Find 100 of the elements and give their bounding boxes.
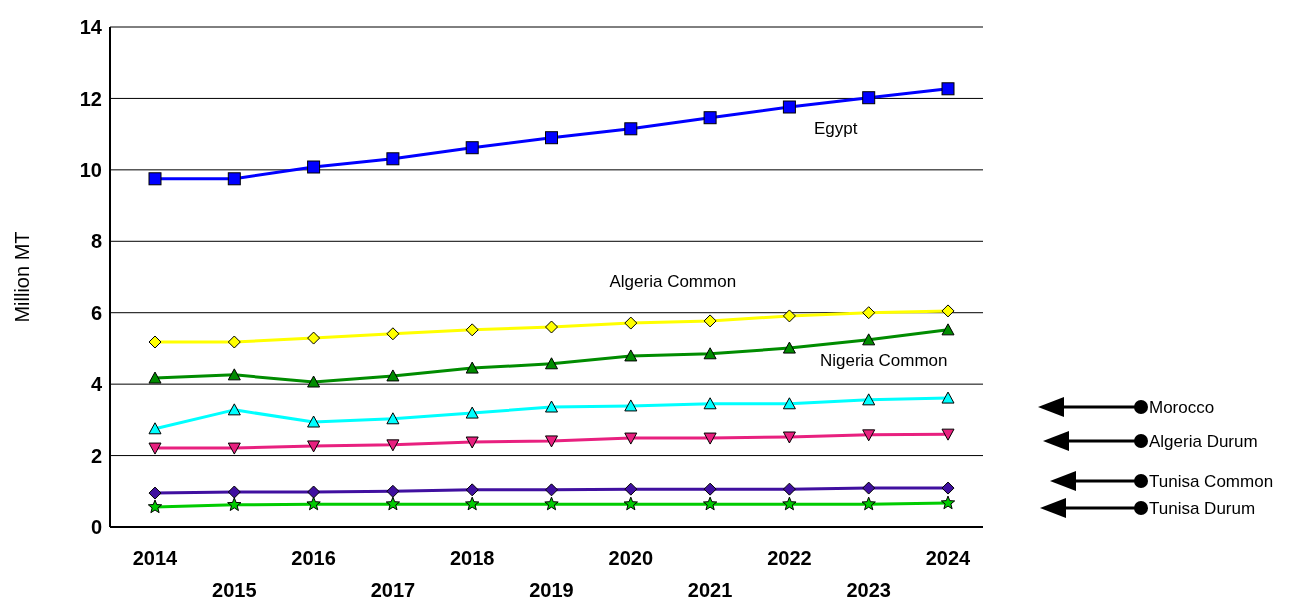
point [465, 406, 479, 419]
x-tick-label: 2014 [132, 547, 179, 569]
point [148, 422, 162, 435]
point [862, 91, 876, 105]
point [545, 435, 558, 448]
point [782, 496, 797, 511]
point [782, 397, 796, 410]
y-tick-label: 8 [90, 230, 102, 253]
point [465, 141, 479, 155]
y-tick-label: 4 [90, 373, 103, 396]
point [941, 323, 955, 336]
legend-label: Tunisa Common [1149, 472, 1274, 491]
point [386, 369, 400, 382]
y-tick-label: 10 [79, 158, 102, 181]
y-tick-label: 12 [79, 87, 102, 110]
point [624, 482, 638, 496]
point [544, 496, 559, 511]
point [148, 486, 162, 500]
point [782, 431, 796, 444]
y-tick-label: 2 [90, 444, 102, 467]
point [386, 484, 400, 498]
point [227, 368, 241, 381]
point [941, 481, 955, 495]
point [465, 483, 479, 497]
x-tick-label: 2018 [449, 547, 495, 569]
point [782, 309, 796, 323]
point [148, 371, 162, 384]
x-tick-label: 2022 [767, 547, 812, 569]
point [862, 481, 876, 495]
legend-label: Tunisa Durum [1149, 499, 1256, 518]
point [465, 436, 479, 449]
point [861, 496, 876, 511]
point [624, 399, 638, 412]
point [703, 397, 717, 410]
point [545, 320, 558, 334]
point [386, 152, 400, 166]
point [703, 111, 717, 125]
point [385, 496, 401, 511]
point [862, 429, 876, 442]
point [623, 496, 638, 511]
point [306, 496, 321, 511]
point [465, 323, 479, 337]
point [307, 375, 321, 388]
point [941, 428, 955, 441]
point [782, 482, 796, 496]
point [941, 82, 955, 96]
point [703, 432, 717, 445]
point [227, 172, 241, 186]
legend-label: Algeria Durum [1149, 432, 1258, 451]
point [465, 496, 480, 511]
series-label: Nigeria Common [819, 350, 948, 370]
legend-label: Morocco [1149, 398, 1215, 417]
point [227, 497, 242, 512]
point [782, 100, 796, 114]
point [940, 495, 956, 510]
point [307, 485, 321, 499]
point [862, 306, 876, 320]
point [227, 442, 241, 455]
x-tick-label: 2023 [846, 579, 891, 601]
point [624, 122, 640, 136]
point [227, 403, 241, 416]
point [386, 327, 400, 341]
point [862, 393, 876, 406]
point [624, 432, 638, 445]
point [782, 341, 796, 354]
x-tick-label: 2015 [212, 579, 257, 601]
y-tick-label: 6 [90, 301, 102, 324]
point [941, 304, 955, 318]
point [307, 160, 321, 174]
point [862, 333, 876, 346]
point [545, 131, 558, 145]
x-tick-label: 2024 [925, 547, 972, 569]
point [147, 499, 163, 514]
x-tick-label: 2016 [291, 547, 336, 569]
point [545, 357, 558, 370]
point [941, 391, 955, 404]
x-tick-label: 2019 [529, 579, 574, 601]
point [307, 440, 321, 453]
point [545, 400, 558, 413]
point [545, 483, 558, 497]
x-tick-label: 2017 [370, 579, 416, 601]
point [703, 482, 717, 496]
point [307, 331, 321, 345]
point [148, 172, 162, 186]
point [624, 349, 638, 362]
point [386, 412, 400, 425]
point [702, 496, 718, 511]
point [227, 485, 241, 499]
point [148, 442, 162, 455]
y-tick-label: 0 [90, 516, 102, 539]
point [227, 335, 241, 349]
series-label: Egypt [813, 118, 858, 138]
point [703, 347, 717, 360]
point [465, 361, 479, 374]
point [148, 335, 162, 349]
series-label: Algeria Common [609, 272, 737, 292]
y-axis-title: Million MT [11, 231, 34, 323]
point [624, 316, 638, 330]
x-tick-label: 2020 [608, 547, 654, 569]
point [307, 415, 321, 428]
